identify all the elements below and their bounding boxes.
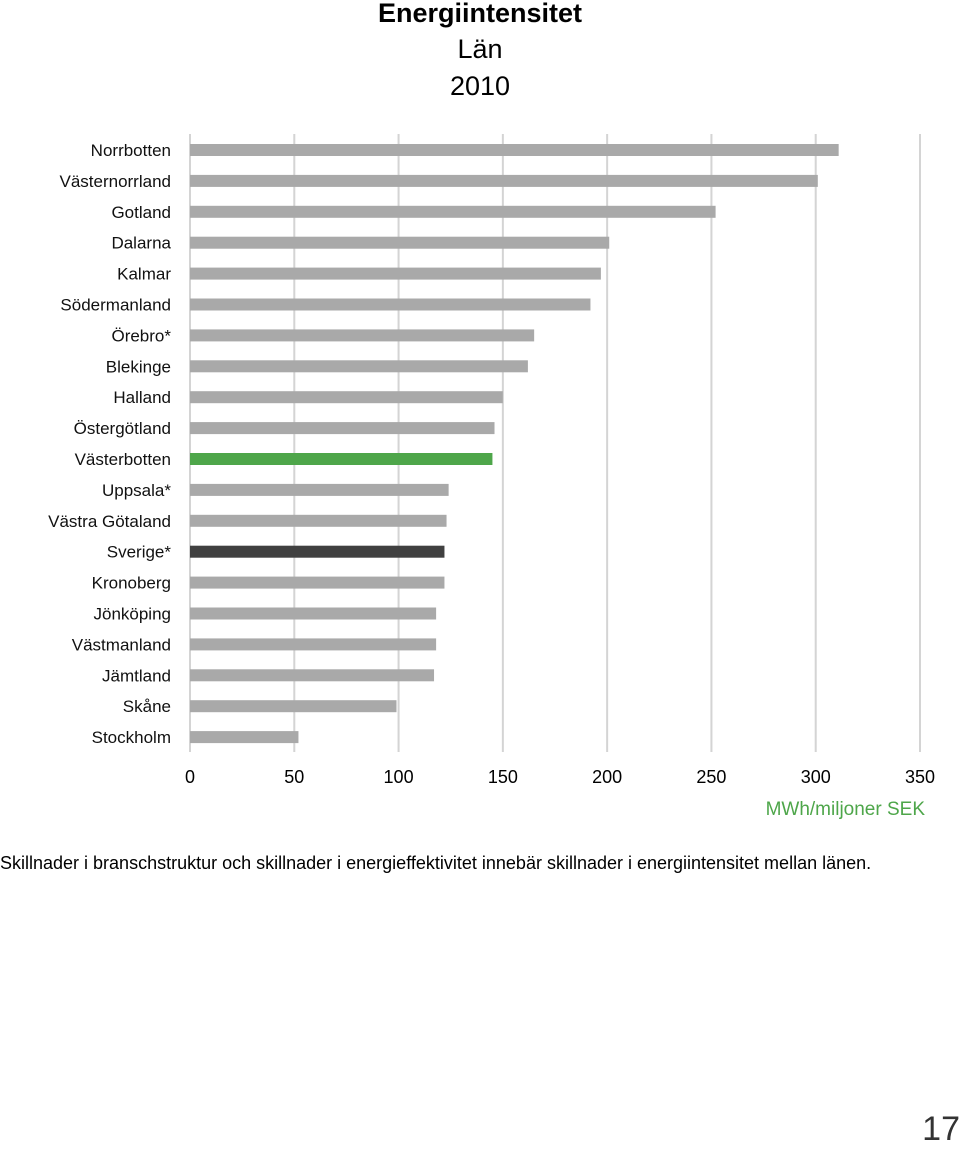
bar [190,360,528,373]
category-label: Uppsala* [102,481,171,500]
x-tick-label: 0 [185,767,195,787]
bar [190,514,447,527]
category-label: Halland [113,388,171,407]
bar [190,236,610,249]
category-label: Skåne [123,697,171,716]
bar [190,638,437,651]
bar [190,453,493,465]
caption: Skillnader i branschstruktur och skillna… [0,853,872,873]
bar [190,576,445,589]
bar [190,205,716,218]
x-tick-label: 250 [696,767,726,787]
x-tick-labels: 0 50 100 150 200 250 300 350 [185,767,935,787]
category-label: Västerbotten [75,450,171,469]
bar [190,669,435,682]
category-label: Södermanland [60,296,171,315]
page-number: 17 [922,1110,960,1148]
category-labels: Norrbotten Västernorrland Gotland Dalarna Ka… [48,141,171,747]
category-label: Gotland [111,203,171,222]
x-tick-label: 200 [592,767,622,787]
chart-title: Energiintensitet [377,0,583,28]
category-label: Östergötland [74,419,171,438]
bar [190,545,445,558]
category-label: Norrbotten [91,141,171,160]
category-label: Dalarna [111,234,171,253]
x-tick-label: 300 [801,767,831,787]
category-label: Kalmar [117,265,171,284]
category-label: Blekinge [106,357,171,376]
bar [190,267,601,280]
grid-lines [189,134,921,752]
x-tick-label: 350 [905,767,935,787]
category-label: Jämtland [102,666,171,685]
chart-year: 2010 [449,71,511,101]
bar [190,144,839,156]
bar [190,731,299,744]
x-tick-label: 50 [284,767,304,787]
bar [190,607,437,620]
category-label: Kronoberg [92,574,171,593]
category-label: Västmanland [72,635,171,654]
x-tick-label: 150 [488,767,518,787]
bar [190,329,535,342]
bar-chart: Norrbotten Västernorrland Gotland Dalarna Ka… [48,134,935,820]
x-tick-label: 100 [384,767,414,787]
bar [190,483,449,496]
x-axis-label: MWh/miljoner SEK [766,799,926,820]
chart-subtitle: Län [457,34,503,64]
bar [190,298,591,311]
bar [190,700,397,713]
category-label: Västra Götaland [48,512,171,531]
category-label: Sverige* [107,543,172,562]
category-label: Jönköping [93,605,171,624]
bars [190,144,839,744]
bar [190,422,495,435]
category-label: Västernorrland [59,172,171,191]
category-label: Stockholm [92,728,171,747]
category-label: Örebro* [111,326,171,345]
bar [190,391,503,404]
bar [190,174,818,187]
